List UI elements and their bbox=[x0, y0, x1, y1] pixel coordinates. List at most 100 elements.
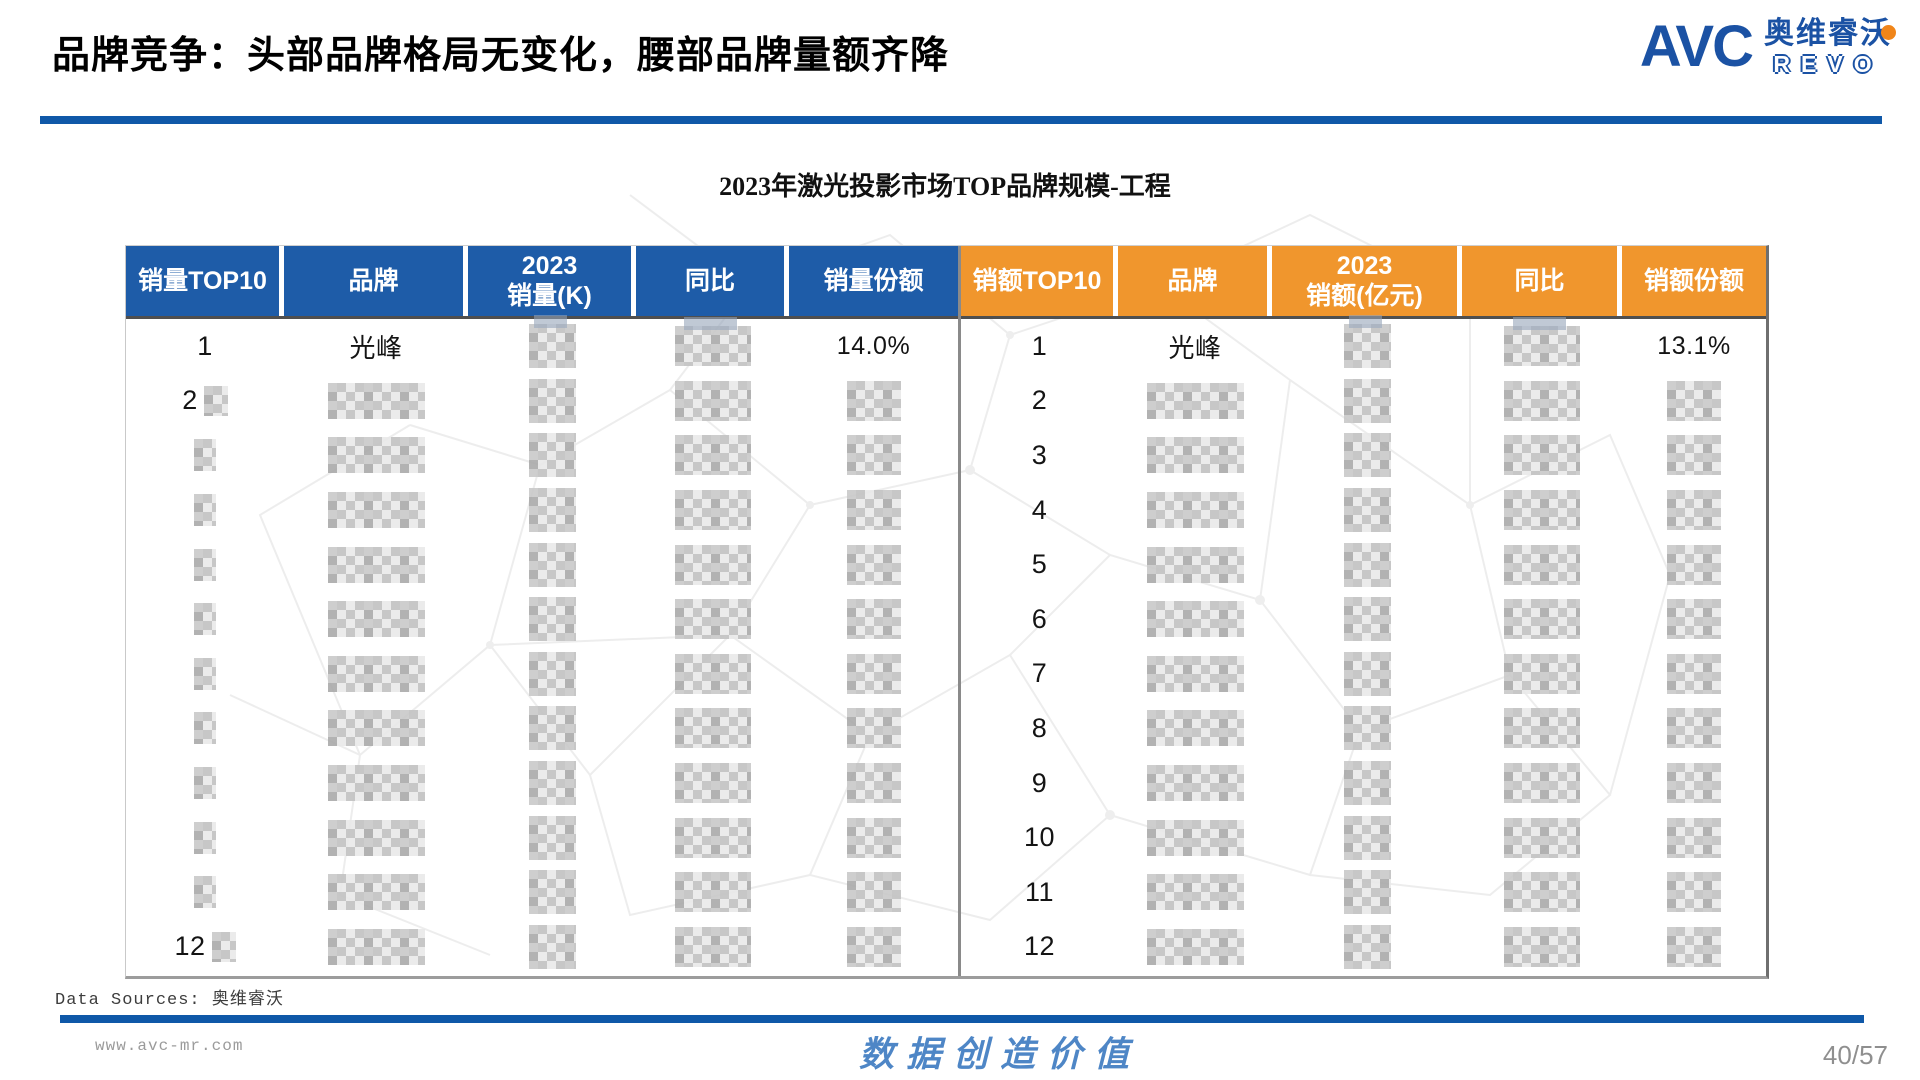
left-row2-brand-redacted-block bbox=[327, 382, 425, 419]
right-row2-rank-text: 2 bbox=[1031, 385, 1048, 416]
avc-logo-text: AVC bbox=[1639, 14, 1754, 79]
left-row12-value-redacted-block bbox=[528, 924, 576, 969]
left-row2-value-redacted-block bbox=[528, 378, 576, 423]
right-row1-rank: 1 bbox=[961, 319, 1118, 374]
left-row6-value bbox=[468, 592, 636, 647]
data-sources-note: Data Sources: 奥维睿沃 bbox=[55, 991, 284, 1010]
left-row9-value-redacted-block bbox=[528, 761, 576, 806]
right-row7-share bbox=[1622, 647, 1766, 702]
right-row10-rank-text: 10 bbox=[1023, 822, 1056, 853]
right-row8-rank: 8 bbox=[961, 701, 1118, 756]
right-row6-yoy bbox=[1462, 592, 1622, 647]
left-row2-value bbox=[468, 374, 636, 429]
right-row2-share bbox=[1622, 374, 1766, 429]
left-row8-share bbox=[789, 701, 958, 756]
right-row11-value-redacted-block bbox=[1343, 870, 1391, 915]
right-row1-value bbox=[1272, 315, 1462, 374]
right-row8-brand-redacted-block bbox=[1146, 710, 1244, 747]
right-row7-share-redacted-block bbox=[1667, 653, 1721, 694]
right-row4-brand bbox=[1118, 483, 1272, 538]
right-row11-rank-text: 11 bbox=[1024, 876, 1055, 907]
left-row2-share bbox=[789, 374, 958, 429]
left-row10-yoy bbox=[636, 810, 789, 865]
left-row6-share bbox=[789, 592, 958, 647]
right-row4-value-redacted-block bbox=[1343, 488, 1391, 533]
right-row5-share-redacted-block bbox=[1667, 544, 1721, 585]
left-row3-yoy bbox=[636, 428, 789, 483]
right-row4-rank: 4 bbox=[961, 483, 1118, 538]
left-row7-rank bbox=[126, 647, 284, 702]
left-row3-brand-redacted-block bbox=[327, 437, 425, 474]
avc-revo-logo: AVC 奥维睿沃 REVO bbox=[1639, 14, 1896, 79]
right-row10-yoy bbox=[1462, 810, 1622, 865]
right-header-value: 2023 销额(亿元) bbox=[1272, 246, 1462, 316]
left-row11-yoy bbox=[636, 865, 789, 920]
left-table-body: 1 光峰 14.0% 2 12 bbox=[126, 315, 958, 975]
right-row5-rank-text: 5 bbox=[1031, 549, 1048, 580]
top-brand-table: 销量TOP10 品牌 2023 销量(K) 同比 销量份额 1 光峰 14.0% 2 12 销额… bbox=[125, 245, 1769, 979]
left-row4-rank-redacted-block bbox=[194, 494, 216, 527]
left-row1-value-redacted-block bbox=[528, 315, 576, 369]
right-row4-share-redacted-block bbox=[1667, 490, 1721, 531]
chart-title: 2023年激光投影市场TOP品牌规模-工程 bbox=[719, 172, 1171, 201]
left-row11-yoy-redacted-block bbox=[674, 872, 751, 913]
right-row7-value-redacted-block bbox=[1343, 651, 1391, 696]
right-row6-yoy-redacted-block bbox=[1504, 599, 1580, 640]
left-row12-share bbox=[789, 920, 958, 975]
right-row3-rank-text: 3 bbox=[1031, 439, 1048, 470]
right-header-yoy: 同比 bbox=[1462, 246, 1622, 316]
left-row8-rank bbox=[126, 701, 284, 756]
right-row2-brand bbox=[1118, 374, 1272, 429]
right-row11-yoy bbox=[1462, 865, 1622, 920]
right-row1-value-redacted-block bbox=[1343, 315, 1391, 369]
left-row12-yoy-redacted-block bbox=[674, 926, 751, 967]
left-row3-value-redacted-block bbox=[528, 433, 576, 478]
left-header-share: 销量份额 bbox=[789, 246, 958, 316]
left-row10-share bbox=[789, 810, 958, 865]
left-row2-rank-redacted-block bbox=[203, 385, 228, 416]
right-row4-value bbox=[1272, 483, 1462, 538]
right-row9-yoy-redacted-block bbox=[1504, 763, 1580, 804]
left-row10-rank bbox=[126, 810, 284, 865]
left-row8-value-redacted-block bbox=[528, 706, 576, 751]
left-row11-value bbox=[468, 865, 636, 920]
left-row9-brand-redacted-block bbox=[327, 765, 425, 802]
left-row6-brand bbox=[284, 592, 468, 647]
right-row3-brand bbox=[1118, 428, 1272, 483]
right-row11-brand-redacted-block bbox=[1146, 874, 1244, 911]
right-row12-yoy-redacted-block bbox=[1504, 926, 1580, 967]
right-row8-share-redacted-block bbox=[1667, 708, 1721, 749]
right-row7-rank-text: 7 bbox=[1031, 658, 1048, 689]
right-row5-value bbox=[1272, 537, 1462, 592]
right-row4-rank-text: 4 bbox=[1031, 494, 1048, 525]
left-row7-value-redacted-block bbox=[528, 651, 576, 696]
left-row10-rank-redacted-block bbox=[194, 821, 216, 854]
right-row3-share-redacted-block bbox=[1667, 435, 1721, 476]
left-row9-rank bbox=[126, 756, 284, 811]
left-row1-brand: 光峰 bbox=[284, 319, 468, 374]
right-row12-brand bbox=[1118, 920, 1272, 975]
left-row3-rank-redacted-block bbox=[194, 439, 216, 472]
right-row2-value bbox=[1272, 374, 1462, 429]
right-row11-share-redacted-block bbox=[1667, 872, 1721, 913]
left-row8-yoy bbox=[636, 701, 789, 756]
right-row5-brand-redacted-block bbox=[1146, 546, 1244, 583]
left-row10-brand-redacted-block bbox=[327, 819, 425, 856]
left-row7-brand bbox=[284, 647, 468, 702]
left-row4-value-redacted-block bbox=[528, 488, 576, 533]
left-row7-share-redacted-block bbox=[846, 653, 901, 694]
right-row12-rank: 12 bbox=[961, 920, 1118, 975]
right-row2-yoy bbox=[1462, 374, 1622, 429]
left-row9-share-redacted-block bbox=[846, 763, 901, 804]
right-row7-brand-redacted-block bbox=[1146, 655, 1244, 692]
left-row7-rank-redacted-block bbox=[194, 657, 216, 690]
right-row5-rank: 5 bbox=[961, 537, 1118, 592]
right-row11-value bbox=[1272, 865, 1462, 920]
right-row6-rank-text: 6 bbox=[1031, 603, 1048, 634]
left-row5-rank-redacted-block bbox=[194, 548, 216, 581]
left-row12-rank-redacted-block bbox=[211, 931, 236, 962]
right-row1-rank-text: 1 bbox=[1031, 330, 1048, 361]
left-row5-yoy bbox=[636, 537, 789, 592]
left-row12-brand-redacted-block bbox=[327, 928, 425, 965]
right-row12-value bbox=[1272, 920, 1462, 975]
